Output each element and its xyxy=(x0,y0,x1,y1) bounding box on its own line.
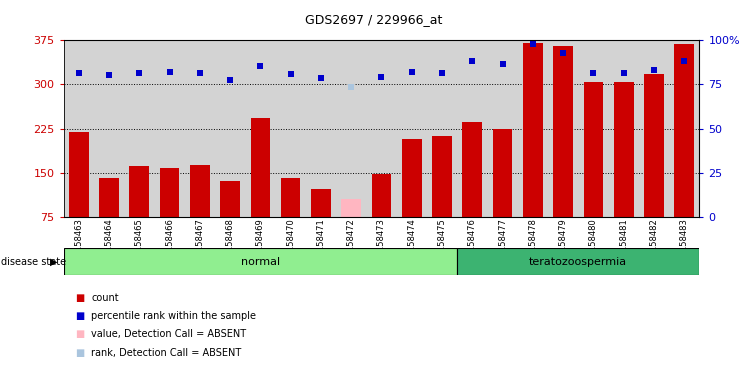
Text: teratozoospermia: teratozoospermia xyxy=(530,257,628,266)
Bar xyxy=(99,177,119,261)
Bar xyxy=(129,166,149,261)
Bar xyxy=(523,43,543,261)
Text: percentile rank within the sample: percentile rank within the sample xyxy=(91,311,257,321)
Bar xyxy=(644,74,663,261)
Bar xyxy=(402,139,422,261)
Text: GDS2697 / 229966_at: GDS2697 / 229966_at xyxy=(305,13,443,26)
Bar xyxy=(311,189,331,261)
Bar xyxy=(220,181,240,261)
Bar xyxy=(457,248,699,275)
Text: count: count xyxy=(91,293,119,303)
Bar xyxy=(493,129,512,261)
Bar xyxy=(160,168,180,261)
Text: ■: ■ xyxy=(75,348,84,358)
Text: value, Detection Call = ABSENT: value, Detection Call = ABSENT xyxy=(91,329,246,339)
Text: normal: normal xyxy=(241,257,280,266)
Text: ■: ■ xyxy=(75,329,84,339)
Text: ■: ■ xyxy=(75,293,84,303)
Bar xyxy=(64,248,457,275)
Bar xyxy=(583,81,603,261)
Bar xyxy=(554,46,573,261)
Bar xyxy=(251,118,270,261)
Text: disease state: disease state xyxy=(1,257,66,266)
Text: rank, Detection Call = ABSENT: rank, Detection Call = ABSENT xyxy=(91,348,242,358)
Bar xyxy=(341,199,361,261)
Text: ▶: ▶ xyxy=(50,257,58,266)
Bar xyxy=(69,132,88,261)
Bar xyxy=(432,136,452,261)
Bar xyxy=(675,45,694,261)
Bar xyxy=(372,174,391,261)
Bar xyxy=(190,165,209,261)
Bar xyxy=(614,81,634,261)
Bar xyxy=(462,122,482,261)
Bar xyxy=(280,177,301,261)
Text: ■: ■ xyxy=(75,311,84,321)
